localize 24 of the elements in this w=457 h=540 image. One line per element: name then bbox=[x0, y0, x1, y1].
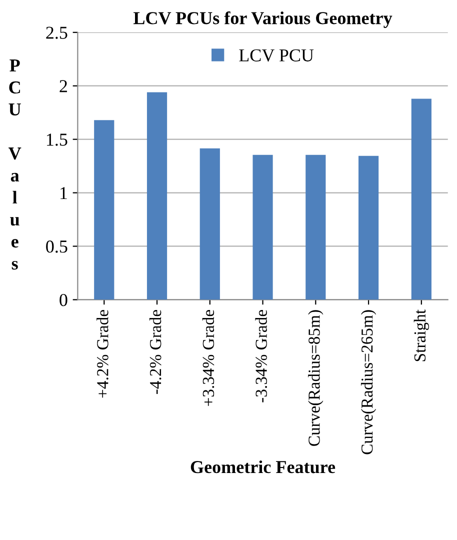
bar bbox=[358, 156, 379, 300]
bar bbox=[411, 98, 432, 300]
bar bbox=[252, 154, 273, 300]
y-tick-label: 1.5 bbox=[46, 134, 68, 146]
y-tick-label: 0.5 bbox=[46, 240, 68, 253]
chart-title: LCV PCUs for Various Geometry bbox=[134, 11, 392, 28]
bar bbox=[146, 92, 168, 300]
x-tick-label: -3.34% Grade bbox=[255, 310, 268, 402]
bar bbox=[306, 154, 326, 300]
bar bbox=[200, 148, 220, 300]
legend-label: LCV PCU bbox=[239, 49, 314, 62]
y-tick-label: 0 bbox=[60, 294, 68, 306]
x-tick-label: +4.2% Grade bbox=[96, 310, 108, 398]
x-tick-label: +3.34% Grade bbox=[202, 310, 214, 406]
text: PCU Values bbox=[8, 60, 22, 270]
x-tick-label: Curve(Radius=265m) bbox=[360, 310, 376, 454]
x-tick-label: Straight bbox=[414, 310, 429, 362]
x-tick-label: -4.2% Grade bbox=[149, 310, 162, 394]
x-tick-label: Curve(Radius=85m) bbox=[308, 310, 324, 446]
y-tick-label: 1 bbox=[60, 187, 67, 200]
y-tick-label: 2 bbox=[60, 80, 67, 92]
bar bbox=[94, 120, 114, 300]
y-tick-label: 2.5 bbox=[46, 26, 68, 39]
x-axis-title: Geometric Feature bbox=[190, 460, 336, 474]
